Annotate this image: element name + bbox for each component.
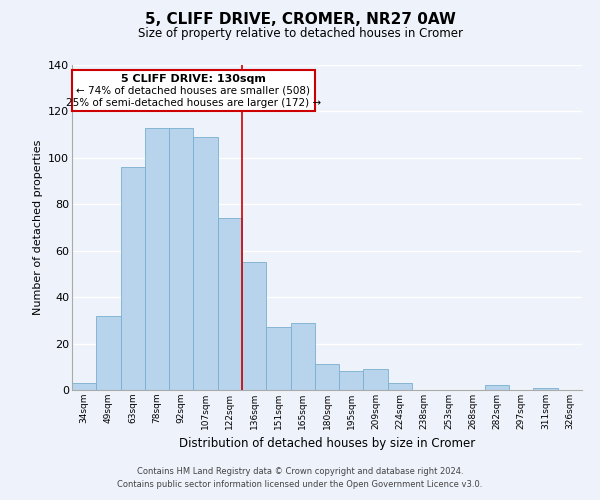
Bar — [315, 364, 339, 390]
Bar — [193, 137, 218, 390]
Bar — [339, 372, 364, 390]
Bar — [218, 218, 242, 390]
Bar — [266, 328, 290, 390]
Bar — [72, 383, 96, 390]
Y-axis label: Number of detached properties: Number of detached properties — [32, 140, 43, 315]
Bar — [388, 383, 412, 390]
Bar — [169, 128, 193, 390]
Bar — [96, 316, 121, 390]
Bar — [242, 262, 266, 390]
Bar — [121, 167, 145, 390]
Text: 5 CLIFF DRIVE: 130sqm: 5 CLIFF DRIVE: 130sqm — [121, 74, 266, 84]
Bar — [485, 386, 509, 390]
Text: ← 74% of detached houses are smaller (508): ← 74% of detached houses are smaller (50… — [76, 86, 310, 96]
Bar — [364, 369, 388, 390]
Text: Contains HM Land Registry data © Crown copyright and database right 2024.: Contains HM Land Registry data © Crown c… — [137, 467, 463, 476]
Text: Contains public sector information licensed under the Open Government Licence v3: Contains public sector information licen… — [118, 480, 482, 489]
Bar — [290, 322, 315, 390]
X-axis label: Distribution of detached houses by size in Cromer: Distribution of detached houses by size … — [179, 438, 475, 450]
Text: 5, CLIFF DRIVE, CROMER, NR27 0AW: 5, CLIFF DRIVE, CROMER, NR27 0AW — [145, 12, 455, 28]
Text: Size of property relative to detached houses in Cromer: Size of property relative to detached ho… — [137, 28, 463, 40]
Text: 25% of semi-detached houses are larger (172) →: 25% of semi-detached houses are larger (… — [66, 98, 321, 108]
Bar — [533, 388, 558, 390]
Bar — [145, 128, 169, 390]
